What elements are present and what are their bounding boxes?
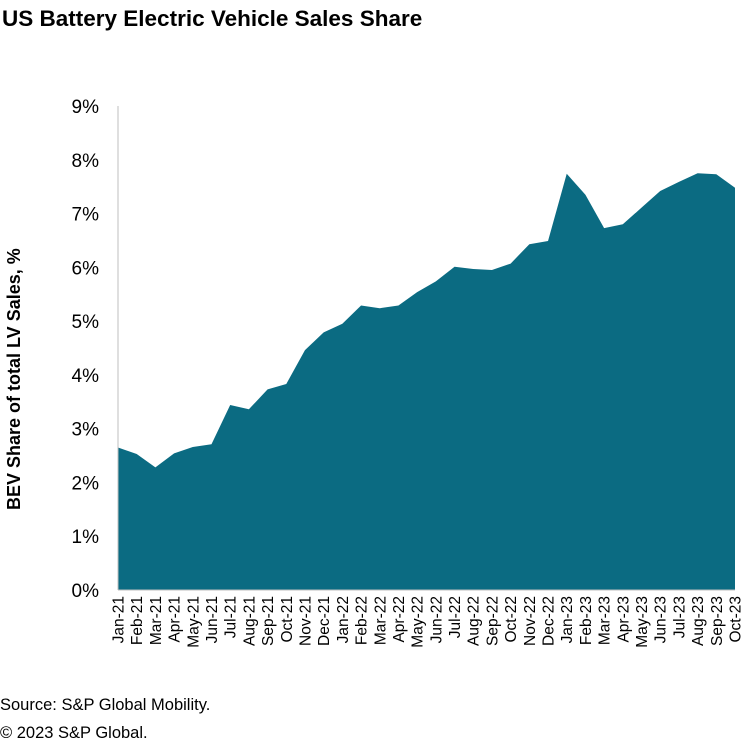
x-tick-label: Oct-23	[728, 596, 745, 643]
x-tick-label: Mar-22	[372, 596, 389, 645]
x-tick-label: Jan-21	[111, 596, 128, 643]
bev-share-area	[118, 173, 735, 590]
area-series	[118, 173, 735, 590]
copyright-note: © 2023 S&P Global.	[0, 724, 148, 742]
y-tick-label: 7%	[72, 205, 100, 226]
x-tick-label: Apr-21	[167, 596, 184, 643]
x-tick-label: Nov-21	[297, 596, 314, 646]
x-tick-label: Jul-23	[671, 596, 688, 638]
x-tick-label: Jul-22	[447, 596, 464, 638]
x-tick-label: Oct-22	[503, 596, 520, 643]
chart-plot: 0%1%2%3%4%5%6%7%8%9% Jan-21 Feb-21 Mar-21 A…	[72, 97, 745, 648]
x-tick-label: Jan-22	[335, 596, 352, 643]
x-tick-label: Aug-23	[690, 596, 707, 646]
x-tick-label: Sep-22	[484, 596, 501, 646]
axes	[117, 106, 735, 591]
y-tick-label: 0%	[72, 581, 100, 602]
x-tick-label: Nov-22	[522, 596, 539, 646]
source-note: Source: S&P Global Mobility.	[0, 696, 211, 714]
y-tick-labels: 0% 1% 2% 3% 4% 5% 6% 7% 8% 9%	[72, 97, 100, 602]
x-tick-label: May-22	[410, 596, 427, 648]
x-tick-label: Jun-23	[653, 596, 670, 643]
x-tick-label: May-23	[634, 596, 651, 648]
y-tick-label: 9%	[72, 97, 100, 118]
x-tick-label: Feb-21	[129, 596, 146, 645]
x-tick-label: Jun-21	[204, 596, 221, 643]
y-tick-label: 5%	[72, 312, 100, 333]
x-tick-label: Oct-21	[279, 596, 296, 643]
x-tick-label: Jul-21	[223, 596, 240, 638]
x-tick-label: May-21	[185, 596, 202, 648]
x-tick-label: Dec-22	[541, 596, 558, 646]
x-tick-label: Feb-22	[354, 596, 371, 645]
x-tick-label: Jan-23	[559, 596, 576, 643]
x-tick-label: Jun-22	[428, 596, 445, 643]
y-tick-label: 4%	[72, 366, 100, 387]
x-tick-label: Apr-23	[615, 596, 632, 643]
x-tick-labels: Jan-21 Feb-21 Mar-21 Apr-21 May-21 Jun-21 Jul-…	[111, 596, 745, 648]
x-tick-label: Sep-21	[260, 596, 277, 646]
x-tick-label: Aug-21	[241, 596, 258, 646]
x-tick-label: Mar-21	[148, 596, 165, 645]
x-tick-label: Apr-22	[391, 596, 408, 643]
y-tick-label: 6%	[72, 258, 100, 279]
x-tick-label: Feb-23	[578, 596, 595, 645]
y-tick-label: 1%	[72, 527, 100, 548]
x-tick-label: Mar-23	[597, 596, 614, 645]
y-tick-label: 2%	[72, 473, 100, 494]
y-tick-label: 8%	[72, 151, 100, 172]
x-tick-label: Aug-22	[466, 596, 483, 646]
x-tick-label: Dec-21	[316, 596, 333, 646]
x-tick-label: Sep-23	[709, 596, 726, 646]
y-tick-label: 3%	[72, 420, 100, 441]
chart-title: US Battery Electric Vehicle Sales Share	[2, 6, 423, 31]
